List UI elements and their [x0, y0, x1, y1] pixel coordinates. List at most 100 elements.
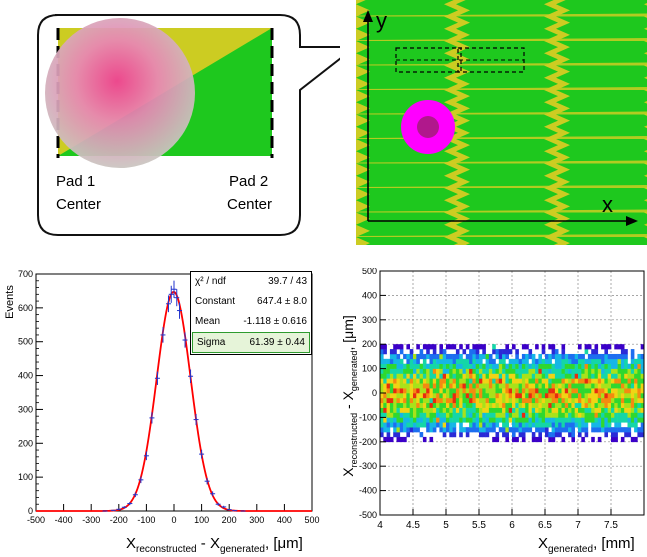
- heat-cell-1087: [584, 363, 589, 369]
- heat-cell-1067: [581, 378, 585, 384]
- heat-cell-1069: [581, 368, 585, 374]
- heat-cell-1032: [574, 378, 579, 384]
- heat-cell-282: [432, 412, 437, 418]
- heat-cell-672: [505, 363, 509, 369]
- heat-cell-95: [396, 412, 401, 418]
- heat-cell-1187: [604, 378, 608, 384]
- heat-cell-644: [502, 407, 506, 413]
- heat-cell-742: [518, 358, 523, 365]
- heat-cell-758: [521, 363, 526, 369]
- heat-cell-803: [531, 393, 536, 399]
- heat-cell-82: [393, 378, 397, 384]
- heat-ylabel-unit: , [μm]: [340, 315, 356, 350]
- heat-cell-134: [403, 397, 407, 404]
- heat-cell-97: [396, 402, 401, 408]
- heat-cell-512: [475, 373, 480, 379]
- heat-cell-625: [498, 412, 503, 418]
- heat-cell-209: [416, 353, 420, 360]
- heat-cell-351: [446, 412, 450, 418]
- heat-cell-1165: [601, 397, 605, 404]
- heat-cell-960: [561, 397, 566, 404]
- zigzag-pad-r2-c1: [456, 41, 558, 66]
- heat-cell-1376: [640, 373, 645, 379]
- heat-cell-1037: [574, 353, 579, 360]
- heat-cell-1042: [578, 412, 582, 418]
- heat-cell-507: [475, 397, 480, 404]
- heat-cell-723: [515, 363, 519, 369]
- heat-cell-589: [492, 427, 496, 433]
- heat-cell-859: [541, 368, 546, 374]
- zigzag-pad-r9-c2: [556, 212, 647, 237]
- heat-cell-657: [505, 436, 509, 443]
- heat-cell-558: [485, 417, 490, 423]
- heat-cell-929: [554, 378, 559, 384]
- heat-cell-203: [416, 383, 420, 389]
- heat-cell-1342: [634, 383, 638, 389]
- heat-cell-743: [521, 436, 526, 443]
- heat-cell-769: [525, 393, 529, 399]
- heat-cell-971: [561, 344, 566, 350]
- heat-cell-965: [561, 373, 566, 379]
- heat-cell-1117: [591, 378, 595, 384]
- heat-cell-0: [380, 432, 384, 438]
- heat-cell-717: [515, 393, 519, 399]
- heat-cell-1096: [587, 393, 592, 399]
- heat-cell-1110: [591, 412, 595, 418]
- heat-cell-102: [396, 378, 401, 384]
- heat-cell-1310: [627, 383, 632, 389]
- heat-cell-1155: [597, 368, 602, 374]
- heat-cell-780: [528, 422, 533, 428]
- heat-cell-34: [383, 358, 387, 365]
- heat-cell-426: [459, 383, 463, 389]
- heat-cell-1017: [571, 378, 575, 384]
- heat-cell-940: [558, 412, 562, 418]
- heat-cell-705: [512, 368, 516, 374]
- heat-cell-495: [472, 368, 476, 374]
- heat-cell-306: [436, 378, 440, 384]
- heat-cell-562: [485, 397, 490, 404]
- heat-cell-8: [380, 393, 384, 399]
- heat-cell-529: [479, 383, 483, 389]
- heat-cell-181: [413, 412, 417, 418]
- heat-cell-1114: [591, 393, 595, 399]
- heat-cell-934: [554, 353, 559, 360]
- heat-cell-268: [429, 397, 434, 404]
- heat-cell-500: [472, 344, 476, 350]
- heat-cell-1246: [614, 353, 618, 360]
- heat-cell-1212: [611, 436, 615, 443]
- heat-cell-415: [455, 349, 460, 355]
- heat-cell-689: [508, 358, 513, 365]
- heat-cell-1220: [611, 393, 615, 399]
- heat-cell-87: [393, 353, 397, 360]
- fit-row-sigma: Sigma 61.39 ± 0.44: [192, 332, 310, 353]
- heat-cell-1321: [630, 397, 635, 404]
- heat-cell-869: [545, 407, 549, 413]
- heat-cell-951: [558, 358, 562, 365]
- heat-cell-707: [512, 358, 516, 365]
- heat-cell-1107: [591, 427, 595, 433]
- heat-cell-456: [465, 393, 470, 399]
- heat-cell-1197: [607, 417, 612, 423]
- heat-cell-690: [508, 349, 513, 355]
- heat-cell-250: [426, 397, 430, 404]
- heat-cell-240: [422, 363, 427, 369]
- heat-cell-567: [485, 373, 490, 379]
- heat-cell-956: [561, 417, 566, 423]
- heat-cell-401: [455, 417, 460, 423]
- heat-cell-621: [495, 353, 500, 360]
- fit-key-sigma: Sigma: [197, 337, 226, 348]
- heat-cell-1084: [584, 378, 589, 384]
- heat-cell-513: [475, 368, 480, 374]
- heat-cell-555: [485, 432, 490, 438]
- heat-cell-488: [472, 402, 476, 408]
- heat-cell-88: [393, 349, 397, 355]
- heat-cell-302: [436, 397, 440, 404]
- heat-cell-823: [535, 378, 539, 384]
- heat-cell-1089: [584, 349, 589, 355]
- heat-cell-582: [488, 378, 493, 384]
- heat-cell-813: [535, 427, 539, 433]
- heat-cell-832: [538, 422, 542, 428]
- heat-cell-165: [409, 407, 414, 413]
- heat-cell-124: [399, 358, 404, 365]
- heat-cell-332: [442, 422, 447, 428]
